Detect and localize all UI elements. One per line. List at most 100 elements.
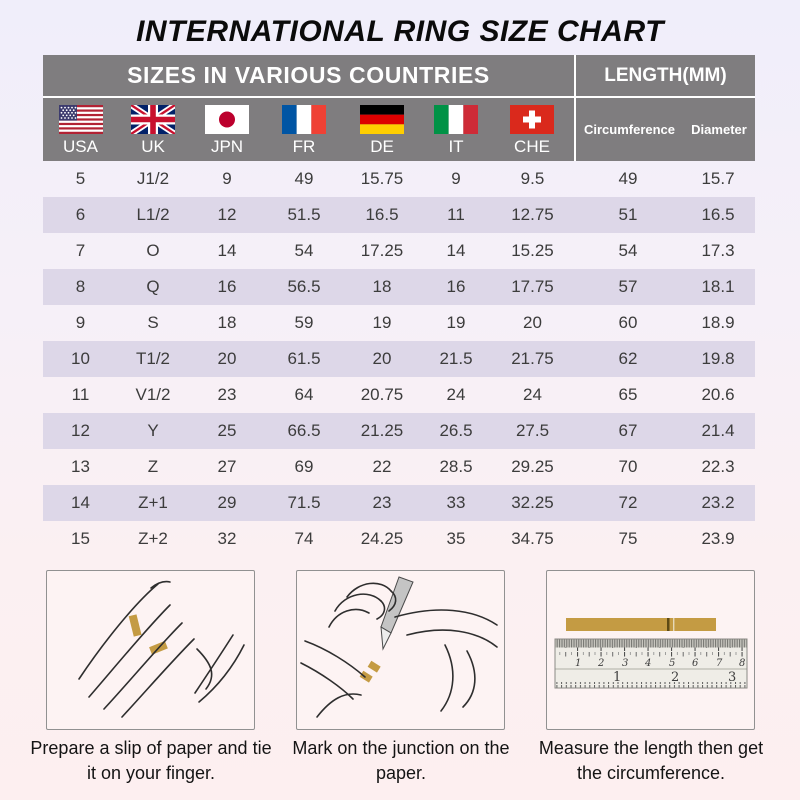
strip-mark [667, 618, 670, 631]
size-cell: Z+1 [138, 493, 168, 512]
size-cell: 17.75 [511, 277, 554, 296]
size-table-body: 5 J1/2 9 49 15.75 9 9.5 49 15.7 6 L1/2 12 51.5 16.5 11… [43, 161, 755, 557]
instruction-figure-3: 1 2 3 4 5 6 7 8 1 2 3 [546, 570, 755, 730]
size-cell: 18.1 [701, 277, 735, 296]
size-cell: 18 [217, 313, 237, 332]
svg-text:8: 8 [739, 658, 745, 669]
size-chart-table: SIZES IN VARIOUS COUNTRIES LENGTH(MM) [43, 55, 755, 557]
size-cell: 18 [372, 277, 392, 296]
size-cell: 67 [618, 421, 638, 440]
size-cell: 21.75 [511, 349, 554, 368]
table-row: 6 L1/2 12 51.5 16.5 11 12.75 51 16.5 [43, 197, 755, 233]
column-header-de: DE [342, 98, 422, 161]
svg-text:3: 3 [728, 670, 736, 685]
instruction-figure-1 [46, 570, 255, 730]
size-cell: 62 [618, 349, 638, 368]
svg-text:4: 4 [644, 658, 651, 669]
size-cell: 20 [523, 313, 542, 332]
column-header-usa: USA [43, 98, 118, 161]
size-cell: 24 [446, 385, 466, 404]
size-cell: 24.25 [360, 529, 404, 548]
instruction-figure-2 [296, 570, 505, 730]
column-header-fr: FR [266, 98, 342, 161]
size-cell: 9 [222, 169, 232, 188]
size-cell: 34.75 [511, 529, 554, 548]
size-cell: 9 [451, 169, 461, 188]
svg-text:7: 7 [716, 658, 723, 669]
svg-text:1: 1 [575, 658, 581, 669]
size-cell: 17.25 [360, 241, 404, 260]
svg-text:2: 2 [597, 658, 604, 669]
size-cell: 27.5 [515, 421, 550, 440]
japan-flag-icon [205, 104, 249, 134]
svg-text:2: 2 [671, 670, 679, 685]
size-cell: 49 [618, 169, 638, 188]
size-cell: 22 [372, 457, 392, 476]
size-cell: 66.5 [287, 421, 321, 440]
header-divider [574, 55, 576, 96]
column-label-de: DE [370, 136, 394, 156]
ruler-measuring-strip-illustration: 1 2 3 4 5 6 7 8 1 2 3 [554, 618, 748, 689]
table-row: 10 T1/2 20 61.5 20 21.5 21.75 62 19.8 [43, 341, 755, 377]
header-divider [574, 98, 576, 161]
size-cell: 56.5 [287, 277, 321, 296]
size-cell: 15.75 [360, 169, 404, 188]
table-row: 14 Z+1 29 71.5 23 33 32.25 72 23.2 [43, 485, 755, 521]
header-gap [43, 96, 755, 98]
size-cell: 51 [618, 205, 638, 224]
instruction-caption-3: Measure the length then get the circumfe… [538, 738, 764, 783]
instruction-caption-1: Prepare a slip of paper and tie it on yo… [30, 738, 272, 783]
size-cell: J1/2 [136, 169, 170, 188]
size-cell: 54 [618, 241, 638, 260]
size-cell: 75 [618, 529, 638, 548]
size-cell: 32 [217, 529, 237, 548]
size-cell: S [147, 313, 159, 332]
size-cell: 74 [294, 529, 314, 548]
column-header-che: CHE [490, 98, 574, 161]
size-cell: 11 [447, 205, 465, 224]
size-cell: 21.4 [701, 421, 735, 440]
usa-flag-icon [58, 104, 103, 134]
length-section-header: LENGTH(MM) [576, 55, 755, 96]
table-row: 9 S 18 59 19 19 20 60 18.9 [43, 305, 755, 341]
size-cell: 19 [446, 313, 466, 332]
size-cell: 64 [294, 385, 314, 404]
size-cell: Y [147, 421, 159, 440]
size-cell: 14 [446, 241, 466, 260]
size-cell: Z+2 [138, 529, 168, 548]
size-cell: 70 [618, 457, 638, 476]
size-cell: 28.5 [439, 457, 473, 476]
column-header-uk: UK [118, 98, 188, 161]
size-cell: 11 [71, 385, 90, 404]
size-cell: 69 [294, 457, 314, 476]
size-cell: 9.5 [520, 169, 545, 188]
country-header-row: USA UK [43, 98, 755, 161]
column-label-it: IT [448, 136, 464, 156]
table-row: 12 Y 25 66.5 21.25 26.5 27.5 67 21.4 [43, 413, 755, 449]
table-row: 13 Z 27 69 22 28.5 29.25 70 22.3 [43, 449, 755, 485]
size-cell: 24 [523, 385, 542, 404]
size-cell: 61.5 [287, 349, 321, 368]
size-cell: 16.5 [365, 205, 399, 224]
table-row: 15 Z+2 32 74 24.25 35 34.75 75 23.9 [43, 521, 755, 557]
column-header-jpn: JPN [188, 98, 266, 161]
column-header-it: IT [422, 98, 490, 161]
size-cell: 54 [294, 241, 314, 260]
size-cell: 49 [294, 169, 314, 188]
size-cell: 33 [446, 493, 466, 512]
sizes-section-header: SIZES IN VARIOUS COUNTRIES [43, 55, 574, 96]
size-cell: 51.5 [287, 205, 321, 224]
switzerland-flag-icon [510, 104, 554, 134]
size-cell: 14 [217, 241, 237, 260]
size-cell: 20.6 [701, 385, 735, 404]
size-cell: 12 [71, 421, 90, 440]
svg-text:3: 3 [622, 658, 628, 669]
column-label-che: CHE [514, 136, 550, 156]
size-cell: 16.5 [701, 205, 735, 224]
size-cell: 7 [75, 241, 86, 260]
germany-flag-icon [360, 104, 404, 134]
column-label-fr: FR [292, 136, 316, 156]
size-cell: 23.9 [701, 529, 735, 548]
size-cell: 16 [217, 277, 237, 296]
